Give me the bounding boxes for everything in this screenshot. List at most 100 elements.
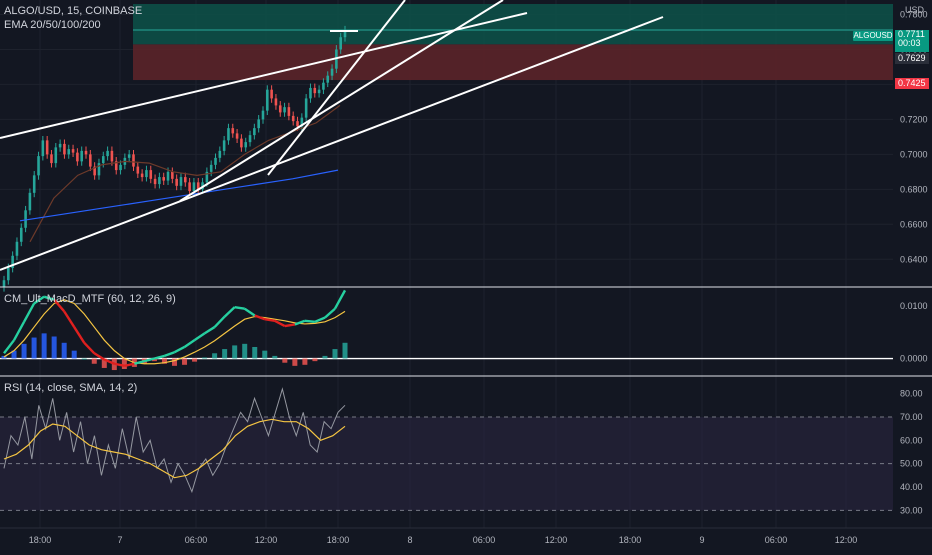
macd-histogram-bar — [11, 350, 17, 359]
macd-histogram-bar — [292, 358, 298, 366]
candle-body — [7, 268, 10, 281]
macd-line-segment — [33, 295, 45, 305]
macd-line-segment — [103, 358, 115, 365]
candle-body — [45, 140, 49, 155]
macd-histogram-bar — [41, 333, 47, 359]
last-price-value: 0.7711 — [898, 29, 925, 39]
candle-body — [166, 171, 170, 181]
price-axis-tick: 0.6400 — [900, 254, 928, 264]
rsi-ma-line — [3, 418, 346, 479]
candle-body — [80, 150, 83, 162]
time-axis-tick: 9 — [699, 535, 704, 545]
candle-body — [270, 89, 273, 99]
macd-legend[interactable]: CM_Ult_MacD_MTF (60, 12, 26, 9) — [4, 293, 176, 305]
macd-line-segment — [53, 299, 66, 313]
macd-axis-tick: 0.0000 — [900, 354, 928, 364]
rsi-axis-tick: 70.00 — [900, 412, 923, 422]
candle-body — [132, 154, 135, 167]
price-axis-tick: 0.7200 — [900, 114, 928, 124]
candle-body — [153, 178, 157, 185]
candle-body — [209, 164, 213, 172]
macd-line-segment — [244, 307, 256, 317]
macd-line-segment — [234, 305, 245, 310]
candle-body — [296, 121, 299, 127]
trendline-1 — [0, 16, 664, 271]
candle-body — [300, 117, 304, 127]
candle-body — [248, 135, 252, 143]
candle-body — [287, 107, 291, 116]
time-axis-tick: 8 — [407, 535, 412, 545]
candle-body — [326, 75, 330, 83]
candle-body — [175, 178, 178, 186]
candle-body — [28, 192, 32, 211]
macd-line-segment — [154, 354, 165, 360]
candle-body — [145, 170, 148, 178]
candle-body — [227, 128, 230, 141]
macd-histogram-bar — [91, 358, 97, 364]
macd-line-segment — [183, 339, 196, 348]
candle-body — [127, 154, 131, 158]
candle-body — [162, 177, 166, 181]
macd-histogram-bar — [342, 342, 348, 359]
symbol-price-tag: ALGOUSD — [853, 31, 893, 41]
macd-line-segment — [193, 332, 206, 342]
macd-line-segment — [73, 326, 86, 344]
time-axis-tick: 12:00 — [835, 535, 858, 545]
candle-body — [110, 150, 114, 162]
macd-histogram-bar — [262, 350, 268, 359]
candle-body — [32, 175, 36, 193]
macd-histogram-bar — [222, 349, 228, 359]
rsi-axis-tick: 80.00 — [900, 389, 923, 399]
time-axis-tick: 06:00 — [765, 535, 788, 545]
candle-body — [71, 149, 75, 153]
candle-body — [149, 170, 153, 179]
candle-body — [54, 147, 58, 164]
candle-body — [97, 163, 101, 176]
candle-body — [183, 177, 187, 183]
candle-body — [2, 280, 6, 288]
macd-histogram-bar — [182, 358, 188, 365]
macd-line-segment — [223, 306, 236, 318]
candle-body — [309, 87, 312, 99]
price-axis-tick: 0.7000 — [900, 149, 928, 159]
candle-body — [339, 37, 342, 50]
symbol-legend[interactable]: ALGO/USD, 15, COINBASE — [4, 5, 143, 17]
candle-body — [19, 227, 23, 242]
stop-price-tag: 0.7629 — [895, 53, 929, 64]
macd-histogram-bar — [121, 358, 127, 369]
macd-histogram-bar — [1, 355, 7, 359]
candle-body — [291, 115, 295, 122]
time-axis-tick: 12:00 — [255, 535, 278, 545]
candle-body — [235, 133, 239, 139]
trendline-2 — [179, 0, 504, 202]
rsi-legend[interactable]: RSI (14, close, SMA, 14, 2) — [4, 382, 138, 394]
currency-label: USD — [905, 5, 925, 15]
candle-body — [50, 154, 53, 164]
time-axis-tick: 7 — [117, 535, 122, 545]
rsi-axis-tick: 40.00 — [900, 482, 923, 492]
time-axis-tick: 18:00 — [619, 535, 642, 545]
macd-histogram-bar — [71, 350, 77, 359]
candle-body — [76, 152, 79, 162]
price-axis-tick: 0.6800 — [900, 184, 928, 194]
macd-line-segment — [284, 323, 296, 328]
macd-line-segment — [314, 316, 326, 323]
macd-line-segment — [43, 295, 55, 301]
time-axis-tick: 06:00 — [185, 535, 208, 545]
macd-line-segment — [12, 321, 26, 341]
macd-histogram-bar — [272, 355, 278, 359]
candle-body — [114, 161, 118, 171]
macd-line-segment — [254, 314, 266, 321]
macd-line-segment — [144, 357, 155, 363]
ema-legend[interactable]: EMA 20/50/100/200 — [4, 19, 101, 31]
macd-histogram-bar — [242, 343, 248, 359]
candle-body — [266, 89, 269, 111]
macd-histogram-bar — [31, 337, 37, 359]
macd-line-segment — [173, 345, 186, 354]
candle-body — [257, 119, 260, 129]
macd-histogram-bar — [21, 343, 27, 359]
trendline-3 — [267, 0, 406, 176]
candle-body — [218, 150, 222, 158]
